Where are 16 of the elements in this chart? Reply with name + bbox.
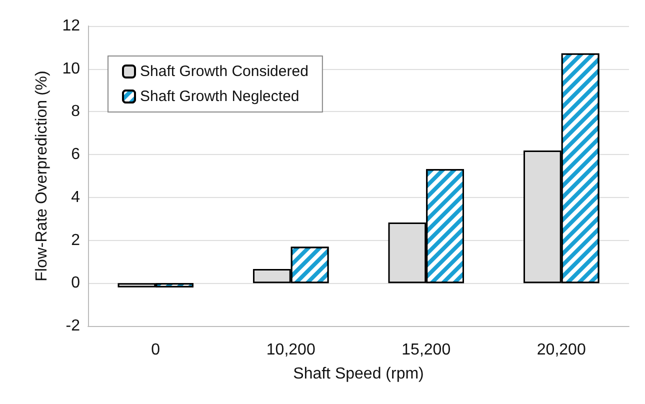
x-tick-label: 15,200 xyxy=(402,342,451,358)
legend-label: Shaft Growth Neglected xyxy=(140,88,300,105)
y-tick-label: 6 xyxy=(71,146,80,164)
y-tick-label: 0 xyxy=(71,274,80,292)
y-tick-label: 10 xyxy=(62,60,80,78)
y-tick-label: 12 xyxy=(62,18,80,34)
y-tick-label: -2 xyxy=(66,318,80,334)
y-tick-label: 8 xyxy=(71,103,80,120)
legend-label: Shaft Growth Considered xyxy=(140,63,308,80)
x-axis-title: Shaft Speed (rpm) xyxy=(293,366,424,382)
y-tick-label: 4 xyxy=(71,188,80,206)
y-axis-title: Flow-Rate Overprediction (%) xyxy=(34,70,50,282)
x-tick-label: 20,200 xyxy=(536,342,586,358)
x-tick-label: 10,200 xyxy=(266,342,316,358)
y-tick-label: 2 xyxy=(71,232,80,249)
x-tick-label: 0 xyxy=(151,342,160,358)
